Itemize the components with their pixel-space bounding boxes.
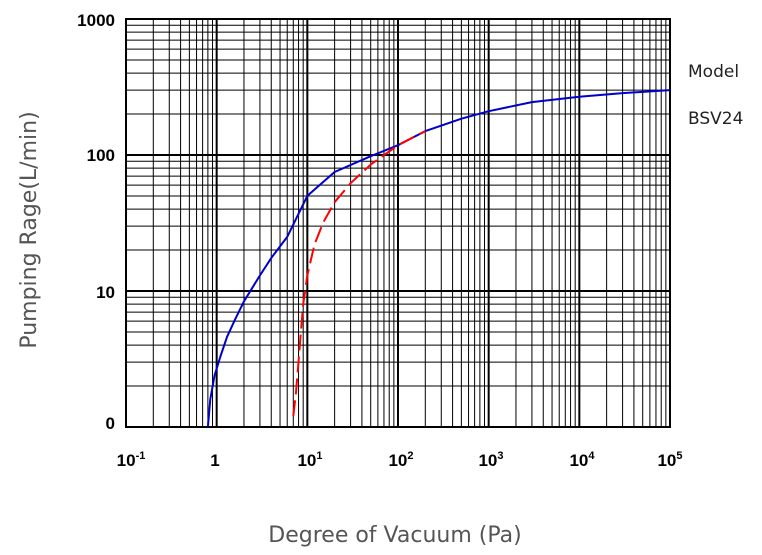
x-tick-exp-6: 5 xyxy=(676,450,682,462)
x-tick-label-3: 102 xyxy=(388,450,413,470)
x-tick-base-3: 10 xyxy=(388,451,407,470)
x-tick-exp-4: 3 xyxy=(497,450,503,462)
x-tick-label-0: 10-1 xyxy=(117,450,146,470)
x-tick-base-2: 10 xyxy=(297,451,316,470)
legend-model-label: Model xyxy=(688,62,739,82)
x-tick-labels: 10-1 1 101 102 103 104 105 xyxy=(117,450,683,470)
x-tick-base-6: 10 xyxy=(657,451,676,470)
x-axis-title: Degree of Vacuum (Pa) xyxy=(268,523,521,548)
x-tick-label-4: 103 xyxy=(478,450,503,470)
series-line-0 xyxy=(206,89,671,428)
x-tick-base-0: 10 xyxy=(117,451,136,470)
x-tick-label-5: 104 xyxy=(569,450,595,470)
y-tick-labels: 0 10 100 1000 xyxy=(77,11,115,433)
y-tick-label-0: 0 xyxy=(106,414,115,433)
y-tick-label-3: 1000 xyxy=(77,11,115,30)
x-tick-base-5: 10 xyxy=(569,451,588,470)
x-tick-exp-0: -1 xyxy=(136,450,146,462)
legend-model-name: BSV24 xyxy=(688,109,743,129)
x-tick-base-4: 10 xyxy=(478,451,497,470)
y-tick-label-2: 100 xyxy=(87,146,115,165)
x-tick-label-2: 101 xyxy=(297,450,322,470)
series-line-1 xyxy=(292,130,426,417)
series-layer xyxy=(206,89,671,428)
x-tick-exp-3: 2 xyxy=(407,450,413,462)
y-tick-label-1: 10 xyxy=(96,283,115,302)
grid-major xyxy=(126,19,670,427)
plot-frame xyxy=(125,18,671,428)
x-tick-base-1: 1 xyxy=(210,451,219,470)
x-tick-exp-5: 4 xyxy=(588,450,595,462)
x-tick-label-6: 105 xyxy=(657,450,682,470)
y-axis-title: Pumping Rage(L/min) xyxy=(17,111,42,348)
x-tick-label-1: 1 xyxy=(210,451,219,470)
x-tick-exp-2: 1 xyxy=(316,450,322,462)
